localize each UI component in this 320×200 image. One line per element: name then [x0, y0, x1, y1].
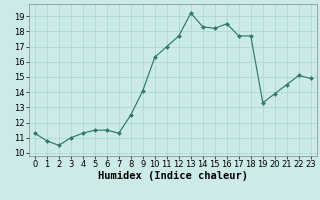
X-axis label: Humidex (Indice chaleur): Humidex (Indice chaleur): [98, 171, 248, 181]
